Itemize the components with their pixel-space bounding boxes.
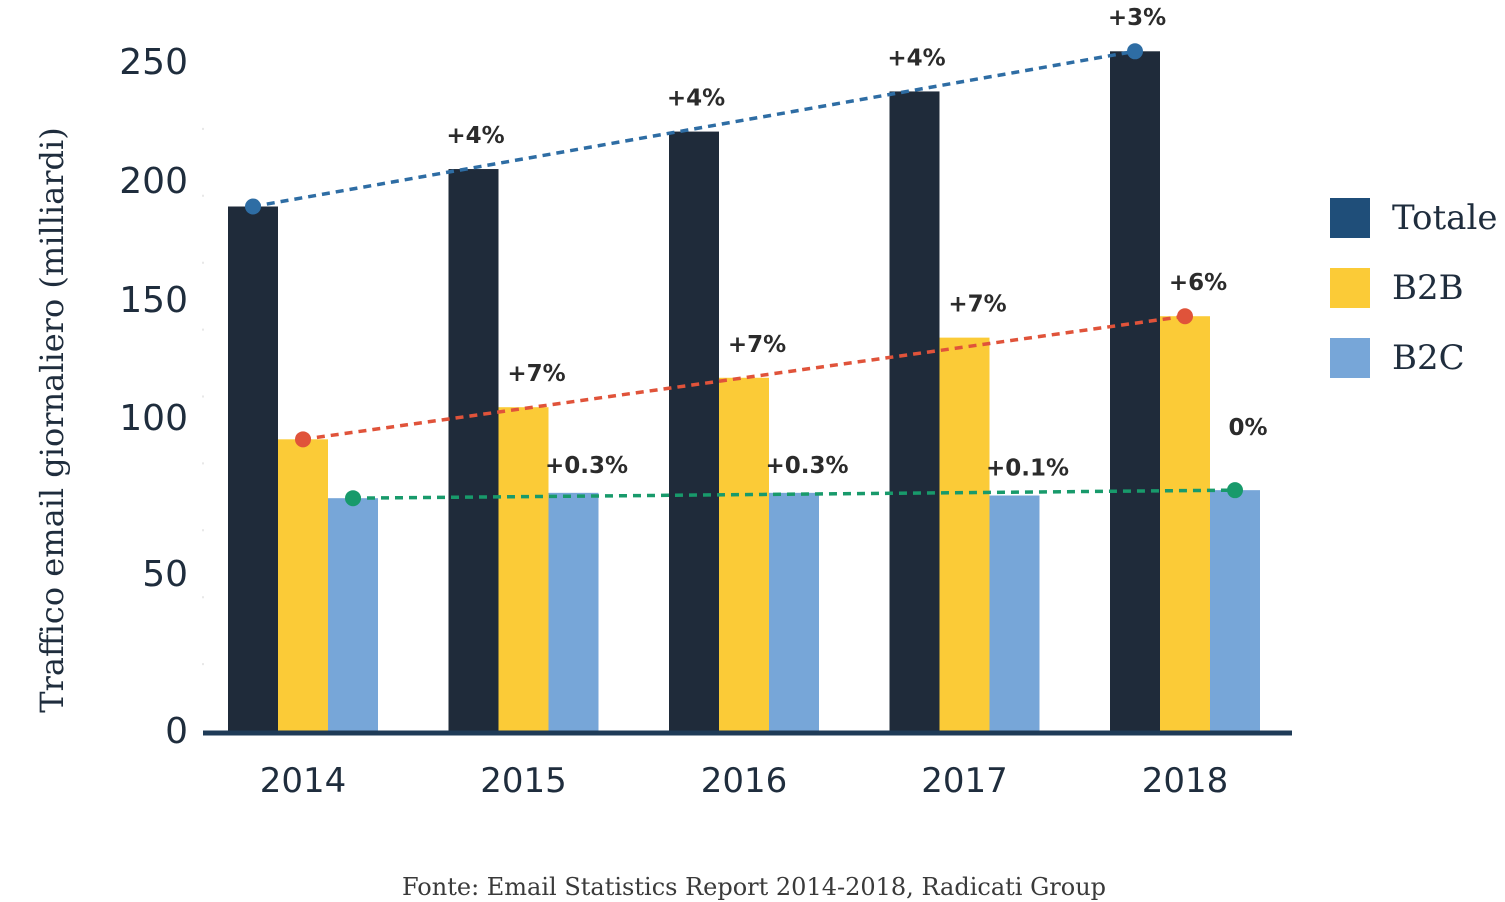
bar-b2b-2015 — [498, 407, 549, 731]
trend-marker-totale — [1127, 43, 1143, 60]
legend-label-b2b: B2B — [1392, 268, 1464, 308]
growth-label-b2c: +0.3% — [545, 453, 628, 479]
growth-label-b2c: +0.1% — [986, 456, 1069, 482]
bar-totale-2015 — [448, 169, 499, 732]
bar-totale-2016 — [669, 131, 719, 732]
bar-totale-2014 — [228, 206, 278, 731]
growth-label-totale: +4% — [887, 45, 945, 71]
trend-line-totale — [252, 49, 1136, 209]
x-tick-label: 2015 — [480, 761, 567, 801]
trend-marker-b2b — [295, 431, 311, 448]
bar-b2b-2018 — [1160, 316, 1210, 731]
bar-b2b-2014 — [278, 439, 328, 731]
legend-swatch-b2b — [1330, 268, 1370, 308]
x-tick-label: 2016 — [701, 761, 788, 801]
trend-marker-b2c — [1227, 482, 1243, 499]
growth-label-totale: +4% — [446, 123, 504, 149]
growth-label-b2b: +7% — [507, 361, 565, 387]
source-note: Fonte: Email Statistics Report 2014-2018… — [402, 873, 1106, 901]
y-axis-label: Traffico email giornaliero (milliardi) — [33, 127, 71, 713]
bar-b2c-2018 — [1210, 490, 1260, 731]
legend-label-totale: Totale — [1392, 198, 1497, 238]
bar-totale-2017 — [889, 91, 940, 732]
legend: Totale B2B B2C — [1330, 198, 1497, 378]
growth-labels-layer: +4% +4% +4% +3% +7% +7% +7% +6% +0.3% +0.3% +0.1% 0… — [446, 5, 1267, 482]
x-tick-label: 2018 — [1142, 761, 1229, 801]
y-tick-label: 50 — [142, 554, 188, 595]
growth-label-b2b: +7% — [728, 332, 786, 358]
growth-label-totale: +3% — [1108, 5, 1166, 31]
bar-b2c-2014 — [328, 498, 378, 731]
bar-totale-2018 — [1110, 51, 1160, 731]
trend-marker-totale — [245, 198, 261, 215]
growth-label-b2b: +7% — [948, 292, 1006, 318]
trend-marker-b2b — [1177, 308, 1193, 325]
bar-b2c-2015 — [548, 492, 599, 731]
legend-label-b2c: B2C — [1392, 338, 1465, 378]
bars-layer — [228, 51, 1260, 732]
legend-swatch-b2c — [1330, 338, 1370, 378]
bar-b2c-2017 — [989, 495, 1040, 731]
y-axis: 0 50 100 150 200 250 — [119, 42, 204, 752]
bar-b2c-2016 — [769, 492, 819, 731]
growth-label-b2c: 0% — [1228, 415, 1267, 441]
y-tick-label: 0 — [165, 711, 188, 752]
y-tick-label: 100 — [119, 398, 188, 439]
bar-b2b-2017 — [939, 337, 990, 731]
legend-swatch-totale — [1330, 198, 1370, 238]
trend-lines-layer — [245, 43, 1243, 507]
bar-b2b-2016 — [719, 377, 769, 731]
trend-marker-b2c — [345, 490, 361, 507]
y-tick-label: 200 — [119, 161, 188, 202]
trend-line-b2c — [352, 488, 1236, 500]
x-tick-label: 2014 — [260, 761, 347, 801]
growth-label-totale: +4% — [667, 86, 725, 112]
y-tick-label: 250 — [119, 42, 188, 83]
growth-label-b2c: +0.3% — [765, 453, 848, 479]
x-axis: 2014 2015 2016 2017 2018 — [203, 730, 1292, 801]
y-tick-label: 150 — [119, 280, 188, 321]
x-tick-label: 2017 — [921, 761, 1008, 801]
trend-line-b2b — [302, 314, 1186, 442]
growth-label-b2b: +6% — [1169, 270, 1227, 296]
